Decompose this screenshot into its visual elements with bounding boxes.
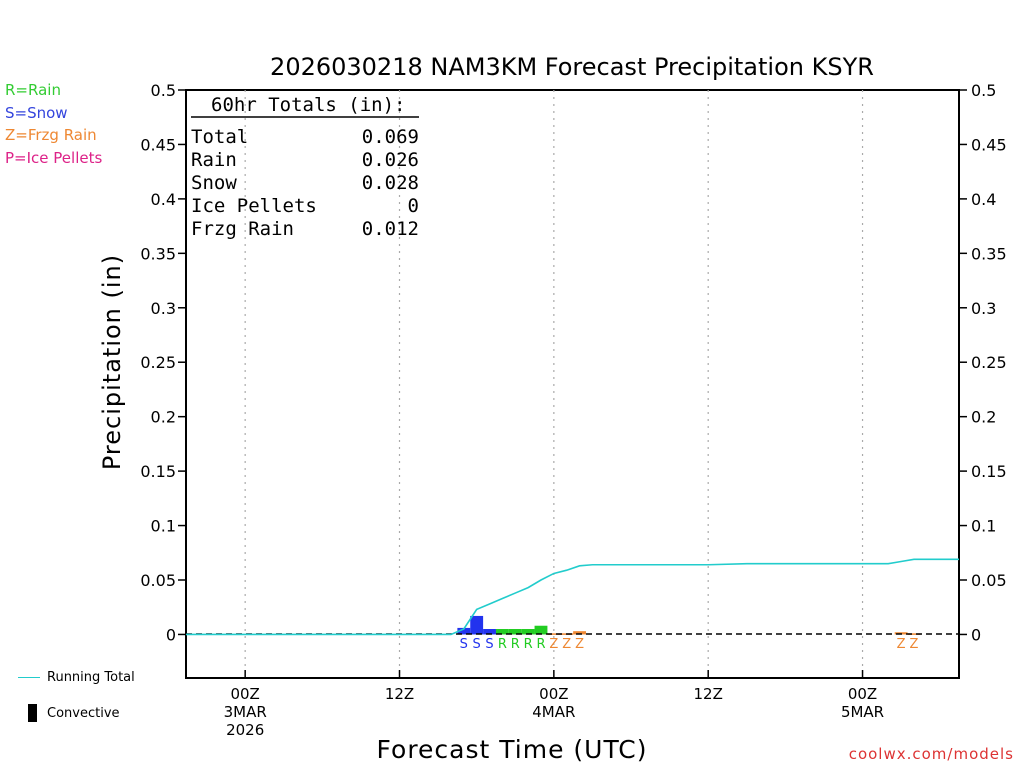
chart-title: 2026030218 NAM3KM Forecast Precipitation…	[270, 53, 874, 81]
source-credit: coolwx.com/models	[848, 745, 1014, 763]
precip-type-letter: Z	[897, 637, 906, 652]
precip-bar-snow	[483, 629, 496, 635]
precip-type-letter: S	[485, 637, 493, 652]
y-tick-label-left: 0.2	[151, 408, 176, 427]
precip-bar-rain	[508, 629, 522, 635]
y-tick-label-left: 0.45	[140, 135, 176, 154]
y-tick-label-right: 0.4	[971, 190, 996, 209]
running-total-swatch	[18, 677, 40, 678]
y-tick-label-left: 0.4	[151, 190, 176, 209]
y-tick-label-left: 0.3	[151, 299, 176, 318]
x-tick-label: 3MAR	[224, 703, 267, 721]
plot-area	[185, 89, 960, 679]
x-tick-label: 4MAR	[532, 703, 575, 721]
x-tick-label: 2026	[226, 721, 264, 739]
running-total-legend-label: Running Total	[47, 670, 135, 685]
totals-row-value: 0.026	[362, 149, 419, 171]
type-legend-item: R=Rain	[5, 81, 61, 99]
totals-heading: 60hr Totals (in):	[211, 94, 405, 116]
precip-bar-frzg-rain	[907, 633, 921, 635]
type-legend-item: Z=Frzg Rain	[5, 126, 97, 144]
y-tick-label-left: 0.05	[140, 571, 176, 590]
precip-type-letter: S	[460, 637, 468, 652]
y-tick-label-right: 0.3	[971, 299, 996, 318]
totals-row-label: Snow	[191, 172, 237, 194]
y-tick-label-left: 0.1	[151, 517, 176, 536]
y-tick-label-left: 0.5	[151, 81, 176, 100]
precip-bar-snow	[470, 615, 484, 635]
y-tick-label-right: 0.1	[971, 517, 996, 536]
precip-type-letter: R	[511, 637, 520, 652]
precip-bar-rain	[534, 625, 548, 635]
totals-row-value: 0.069	[362, 126, 419, 148]
totals-row-value: 0	[408, 195, 419, 217]
totals-row-label: Rain	[191, 149, 237, 171]
totals-row-value: 0.028	[362, 172, 419, 194]
y-tick-label-left: 0	[166, 625, 176, 644]
y-tick-label-right: 0	[971, 625, 981, 644]
precip-bar-rain	[495, 629, 509, 635]
running-total-polyline	[186, 558, 959, 636]
totals-box: 60hr Totals (in): Total 0.069 Rain 0.026 Snow…	[191, 94, 419, 240]
y-tick-label-right: 0.45	[971, 135, 1007, 154]
running-total-line	[186, 558, 959, 636]
y-tick-label-left: 0.15	[140, 462, 176, 481]
y-axis-label: Precipitation (in)	[98, 254, 126, 470]
precip-type-letter: R	[524, 637, 533, 652]
precip-type-letter: R	[536, 637, 545, 652]
convective-legend-label: Convective	[47, 706, 120, 721]
precip-type-letter: Z	[562, 637, 571, 652]
x-tick-label: 12Z	[385, 685, 414, 703]
type-legend-item: S=Snow	[5, 103, 68, 122]
precip-bar-frzg-rain	[547, 633, 561, 635]
y-axis-left: 0.5 0.45 0.4 0.35 0.3 0.25 0.2 0.15 0.1 0.05 0	[140, 81, 186, 644]
precip-bars	[457, 615, 921, 635]
x-tick-label: 5MAR	[841, 703, 884, 721]
y-tick-label-left: 0.35	[140, 244, 176, 263]
precip-type-letter: S	[473, 637, 481, 652]
x-axis-label: Forecast Time (UTC)	[377, 735, 648, 764]
x-tick-label: 00Z	[539, 685, 568, 703]
y-tick-label-right: 0.35	[971, 244, 1007, 263]
y-tick-label-right: 0.5	[971, 81, 996, 100]
totals-row-value: 0.012	[362, 218, 419, 240]
precip-type-letter: Z	[910, 637, 919, 652]
type-legend-item: P=Ice Pellets	[5, 148, 103, 167]
precip-bar-rain	[521, 629, 535, 635]
plot-border	[185, 89, 960, 679]
totals-row-label: Ice Pellets	[191, 195, 317, 217]
y-tick-label-right: 0.25	[971, 353, 1007, 372]
y-tick-label-right: 0.05	[971, 571, 1007, 590]
convective-swatch	[28, 704, 37, 722]
x-tick-label: 12Z	[694, 685, 723, 703]
gridlines	[244, 90, 864, 678]
x-tick-label: 00Z	[848, 685, 877, 703]
y-axis-right: 0.5 0.45 0.4 0.35 0.3 0.25 0.2 0.15 0.1 0.05 0	[959, 81, 1007, 644]
totals-row-label: Total	[191, 126, 248, 148]
precip-type-letter: R	[498, 637, 507, 652]
y-tick-label-left: 0.25	[140, 353, 176, 372]
totals-row-label: Frzg Rain	[191, 218, 294, 240]
precip-type-letter: Z	[549, 637, 558, 652]
precip-bar-snow	[457, 627, 471, 635]
y-tick-label-right: 0.2	[971, 408, 996, 427]
precip-type-letter: Z	[575, 637, 584, 652]
x-tick-label: 00Z	[230, 685, 259, 703]
y-tick-label-right: 0.15	[971, 462, 1007, 481]
precip-bar-frzg-rain	[573, 631, 587, 635]
